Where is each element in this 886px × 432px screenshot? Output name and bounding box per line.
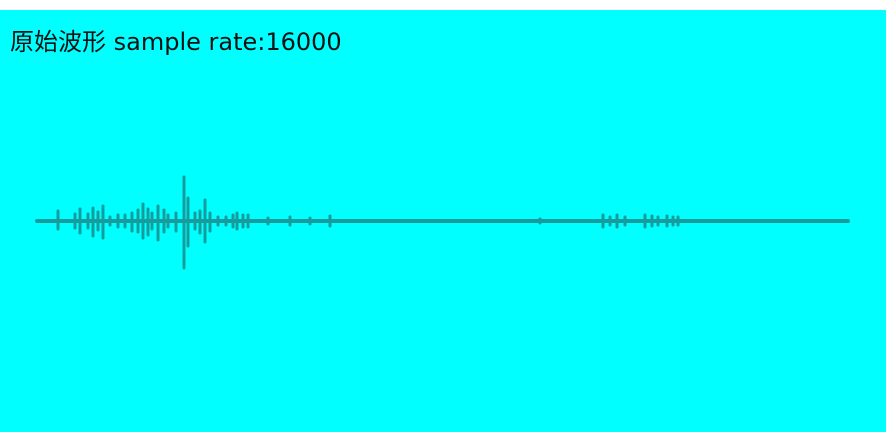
panel-title: 原始波形 sample rate:16000 <box>10 28 342 56</box>
waveform <box>35 175 850 270</box>
waveform-spikes <box>56 175 680 270</box>
waveform-panel: 原始波形 sample rate:16000 <box>0 10 886 432</box>
